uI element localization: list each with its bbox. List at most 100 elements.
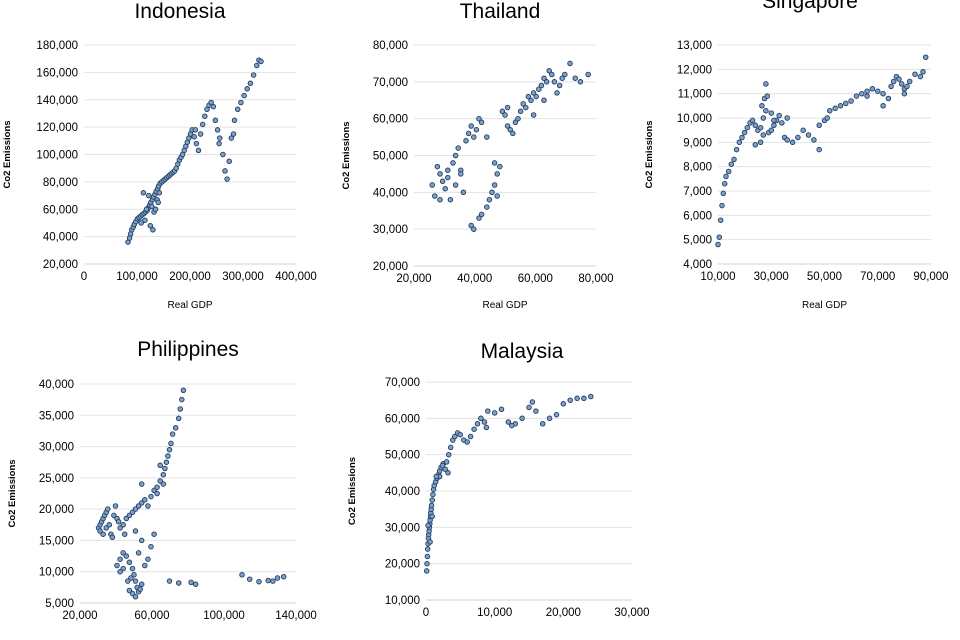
data-point (175, 580, 182, 586)
data-point (142, 497, 148, 503)
data-point (800, 127, 806, 133)
data-point (111, 512, 117, 519)
data-point (193, 140, 200, 147)
data-point (733, 146, 740, 153)
y-tick-label: 12,000 (677, 64, 712, 76)
data-point (917, 73, 924, 80)
data-point (425, 522, 431, 529)
data-point (549, 71, 555, 78)
data-point (433, 473, 440, 480)
data-point (452, 433, 458, 440)
chart-malaysia-svg: 10,000 20,000 30,000 40,000 50,000 60,000 70,0… (347, 340, 650, 619)
data-point (230, 131, 237, 137)
data-point (468, 123, 474, 129)
data-point (567, 60, 573, 67)
data-point (523, 104, 529, 111)
y-tick-label: 80,000 (373, 40, 408, 52)
data-point (760, 132, 767, 138)
data-point (192, 581, 199, 587)
data-point (768, 110, 775, 116)
y-tick-label: 15,000 (39, 535, 74, 547)
data-point (156, 190, 163, 196)
data-point (239, 572, 245, 578)
x-tick-label: 300,000 (222, 271, 264, 283)
data-point (553, 411, 560, 418)
data-point (494, 193, 500, 199)
chart-title: Singapore (762, 0, 858, 13)
data-point (541, 75, 547, 81)
data-point (757, 124, 764, 131)
data-point (536, 86, 542, 92)
data-point (105, 506, 111, 512)
data-point (776, 112, 782, 119)
data-point (430, 491, 436, 498)
data-point (423, 568, 430, 574)
data-point (179, 396, 185, 403)
data-point (760, 115, 767, 121)
data-point (166, 578, 173, 584)
data-point (757, 139, 764, 146)
data-point (114, 562, 120, 569)
data-point (117, 525, 123, 531)
y-tick-label: 50,000 (373, 151, 408, 163)
data-point (468, 222, 474, 229)
data-point (258, 58, 264, 65)
data-point (442, 185, 448, 192)
x-tick-label: 80,000 (578, 273, 613, 285)
x-tick-label: 60,000 (518, 273, 553, 285)
data-point (498, 406, 505, 413)
data-point (483, 424, 490, 431)
data-point (172, 425, 179, 431)
data-point (155, 199, 161, 206)
data-point (551, 79, 558, 85)
data-point (517, 108, 524, 115)
data-point (202, 113, 208, 119)
y-tick-label: 70,000 (373, 77, 408, 89)
y-tick-label: 60,000 (385, 413, 420, 425)
data-point (429, 513, 435, 520)
data-point (224, 176, 230, 182)
data-point (898, 81, 905, 87)
data-point (530, 112, 537, 118)
data-point (864, 93, 870, 99)
data-point (556, 82, 563, 89)
data-point (445, 470, 451, 476)
y-tick-label: 4,000 (683, 259, 712, 271)
data-point (885, 95, 892, 102)
data-point (145, 192, 152, 199)
data-point (888, 83, 894, 90)
data-point (166, 446, 173, 453)
y-tick-label: 100,000 (36, 150, 78, 162)
data-point (875, 88, 881, 94)
y-tick-label: 30,000 (385, 522, 420, 534)
data-point (505, 419, 512, 425)
data-point (160, 471, 167, 478)
data-point (168, 440, 174, 447)
data-point (779, 120, 785, 126)
x-tick-label: 0 (81, 271, 87, 283)
data-point (805, 132, 812, 138)
data-point (138, 481, 145, 487)
data-point (528, 97, 534, 104)
data-point (210, 103, 217, 110)
data-point (538, 82, 545, 89)
data-point (716, 234, 723, 240)
y-tick-label: 180,000 (36, 40, 78, 52)
y-tick-label: 120,000 (36, 122, 78, 134)
data-point (241, 92, 247, 99)
x-tick-label: 70,000 (860, 271, 895, 283)
data-point (904, 83, 910, 90)
y-tick-label: 160,000 (36, 67, 78, 79)
y-tick-label: 13,000 (677, 40, 712, 52)
data-point (123, 553, 130, 559)
data-point (197, 131, 204, 137)
data-point (274, 575, 281, 581)
data-point (148, 543, 154, 550)
data-point (920, 69, 926, 75)
data-point (759, 103, 765, 109)
data-point (725, 168, 732, 175)
data-point (736, 139, 743, 146)
data-point (515, 115, 521, 122)
data-point (771, 122, 777, 129)
data-point (491, 182, 498, 188)
